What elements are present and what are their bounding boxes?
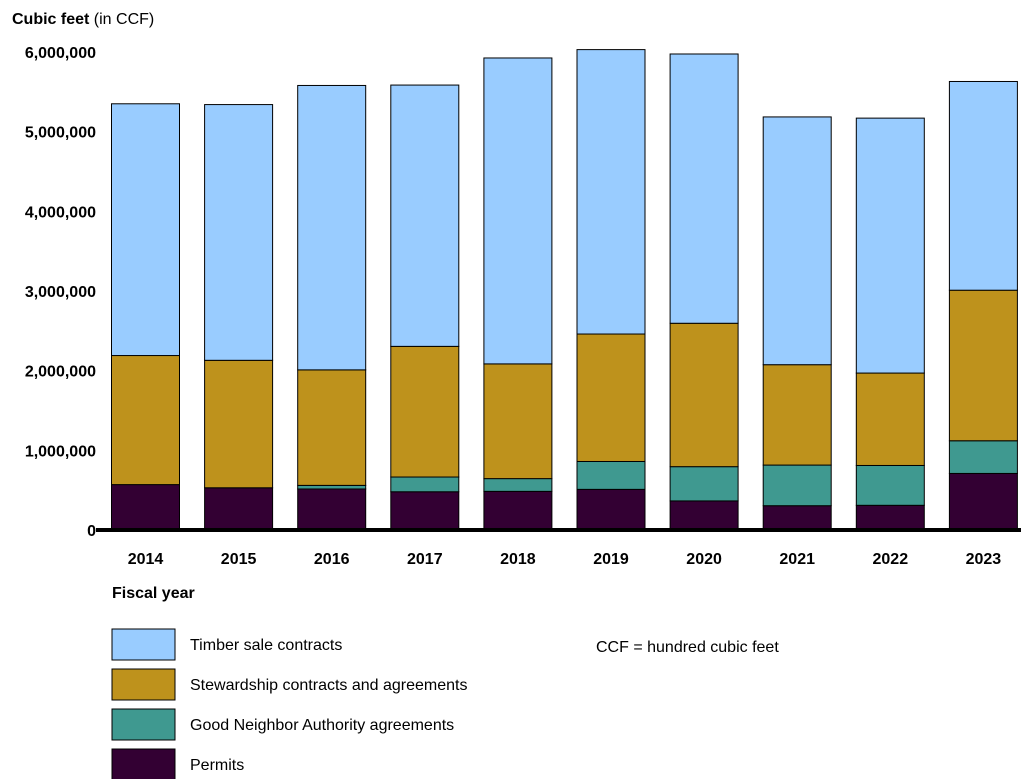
bar-stacks [111,49,1018,531]
x-tick-label: 2019 [593,551,629,568]
bar-segment-2020-series-0 [669,500,739,531]
y-axis-title: Cubic feet (in CCF) [12,11,154,28]
y-tick-label: 3,000,000 [25,284,96,301]
legend-label: Good Neighbor Authority agreements [190,717,454,734]
x-tick-label: 2015 [221,551,257,568]
bar-segment-2014-series-3 [111,103,180,357]
bar-segment-2017-series-1 [390,476,460,493]
bar-segment-2017-series-3 [390,84,460,347]
y-axis-title-unit: (in CCF) [89,11,154,28]
x-tick-label: 2020 [686,551,722,568]
bar-segment-2022-series-1 [855,464,925,506]
y-tick-label: 2,000,000 [25,364,96,381]
legend-label: Permits [190,757,244,774]
legend-label: Stewardship contracts and agreements [190,677,467,694]
unit-note: CCF = hundred cubic feet [596,639,779,656]
bar-segment-2016-series-3 [297,84,367,371]
legend-swatch [111,668,176,701]
bar-segment-2022-series-3 [855,117,925,374]
bar-segment-2019-series-2 [576,333,646,462]
legend: Timber sale contracts Stewardship contrac… [111,628,467,779]
y-tick-label: 4,000,000 [25,204,96,221]
y-axis-tick-labels: 0 1,000,000 2,000,000 3,000,000 4,000,000 5,0… [25,45,96,540]
y-tick-label: 5,000,000 [25,125,96,142]
bar-segment-2019-series-0 [576,488,646,531]
bar-segment-2017-series-0 [390,491,460,531]
x-axis-tick-labels: 2014 2015 2016 2017 2018 2019 2020 2021 2022 2023 [128,551,1002,568]
x-tick-label: 2021 [779,551,815,568]
bar-segment-2022-series-0 [855,504,925,531]
y-tick-label: 1,000,000 [25,443,96,460]
bar-segment-2015-series-0 [204,487,274,531]
bar-segment-2018-series-2 [483,363,553,480]
bar-segment-2014-series-2 [111,355,180,486]
bar-segment-2023-series-3 [948,80,1018,291]
bar-segment-2020-series-2 [669,322,739,468]
bar-segment-2016-series-2 [297,369,367,486]
x-axis-title: Fiscal year [112,585,195,602]
bar-segment-2018-series-0 [483,490,553,531]
bar-segment-2023-series-0 [948,472,1018,531]
bar-segment-2023-series-1 [948,440,1018,474]
bar-segment-2014-series-0 [111,484,180,531]
x-tick-label: 2014 [128,551,164,568]
x-tick-label: 2023 [966,551,1002,568]
x-tick-label: 2017 [407,551,443,568]
bar-segment-2020-series-3 [669,53,739,324]
bar-segment-2021-series-1 [762,464,832,507]
y-tick-label: 6,000,000 [25,45,96,62]
bar-segment-2021-series-0 [762,505,832,531]
bar-segment-2023-series-2 [948,289,1018,442]
bar-segment-2018-series-1 [483,478,553,492]
legend-swatch [111,708,176,741]
legend-label: Timber sale contracts [190,637,342,654]
bar-segment-2021-series-2 [762,364,832,466]
bar-segment-2022-series-2 [855,372,925,466]
bar-segment-2021-series-3 [762,116,832,366]
bar-segment-2019-series-3 [576,49,646,335]
y-tick-label: 0 [87,523,96,540]
bar-segment-2016-series-0 [297,488,367,531]
legend-swatch [111,628,176,661]
bar-segment-2017-series-2 [390,345,460,478]
bar-segment-2015-series-2 [204,359,274,489]
x-tick-label: 2016 [314,551,350,568]
bar-segment-2020-series-1 [669,466,739,502]
bar-segment-2018-series-3 [483,57,553,365]
legend-swatch [111,748,176,779]
x-tick-label: 2022 [873,551,909,568]
bar-segment-2015-series-3 [204,104,274,361]
y-axis-title-bold: Cubic feet [12,11,90,28]
x-tick-label: 2018 [500,551,536,568]
bar-segment-2019-series-1 [576,460,646,490]
bar-segment-2016-series-1 [297,484,367,490]
